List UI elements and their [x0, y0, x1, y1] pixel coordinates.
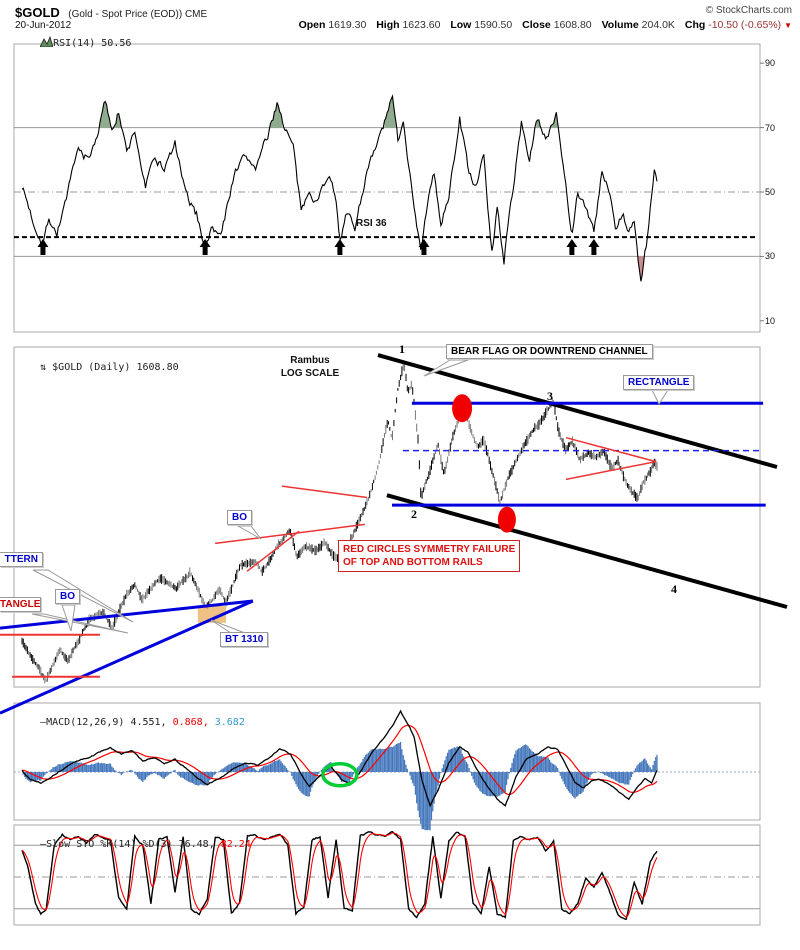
macd-value-2: 0.868,	[172, 717, 209, 728]
price-legend-label: $GOLD (Daily)	[52, 362, 131, 373]
low-value: 1590.50	[474, 19, 513, 31]
buy-signal-arrow-icon	[334, 239, 346, 255]
highlight-box	[197, 606, 227, 623]
quote-bar: Open 1619.30 High 1623.60 Low 1590.50 Cl…	[292, 19, 792, 31]
rsi-legend-value: 50.56	[101, 38, 132, 49]
rsi-panel	[13, 43, 761, 333]
updown-arrows-icon: ⇅	[40, 362, 47, 373]
macd-value-1: 4.551,	[130, 717, 167, 728]
volume-value: 204.0K	[641, 19, 675, 31]
trendline	[0, 599, 254, 715]
indicator-mountain-icon	[39, 35, 54, 48]
line-swatch-icon: —	[40, 717, 47, 728]
low-label: Low	[450, 19, 472, 31]
copyright: © StockCharts.com	[705, 5, 792, 16]
green-circle-annotation	[321, 761, 359, 788]
callout-bear-flag: BEAR FLAG OR DOWNTREND CHANNEL	[446, 344, 653, 359]
rsi-threshold-label: RSI 36	[356, 218, 387, 229]
y-axis-label: 30	[765, 251, 776, 262]
note-red-note: RED CIRCLES SYMMETRY FAILURE OF TOP AND B…	[338, 540, 521, 572]
buy-signal-arrow-icon	[566, 239, 578, 255]
price-legend-value: 1608.80	[136, 362, 179, 373]
price-legend: ⇅ $GOLD (Daily) 1608.80	[16, 351, 179, 384]
callout-rectangle-cut: TANGLE	[0, 597, 41, 612]
trendline	[565, 436, 657, 463]
callout-rectangle: RECTANGLE	[623, 375, 695, 390]
chg-down-triangle-icon: ▼	[784, 21, 792, 30]
y-axis-label: 90	[765, 58, 776, 69]
macd-legend: —MACD(12,26,9) 4.551, 0.868, 3.682	[16, 706, 245, 739]
trendline	[215, 523, 365, 545]
high-value: 1623.60	[402, 19, 441, 31]
callout-bo-2: BO	[227, 510, 252, 525]
trendline	[386, 493, 788, 609]
close-value: 1608.80	[553, 19, 592, 31]
macd-value-3: 3.682	[214, 717, 245, 728]
pivot-label-4: 4	[671, 582, 677, 596]
y-axis-label: 70	[765, 122, 776, 133]
pivot-label-1: 1	[399, 342, 405, 356]
macd-legend-label: MACD(12,26,9)	[46, 717, 125, 728]
y-axis-label: 50	[765, 187, 776, 197]
volume-label: Volume	[601, 19, 639, 31]
buy-signal-arrow-icon	[37, 239, 49, 255]
pivot-label-2: 2	[411, 507, 417, 521]
red-circle-annotation	[497, 506, 516, 533]
rsi-legend: RSI(14) 50.56	[16, 25, 131, 60]
symbol: $GOLD	[15, 5, 60, 20]
note-rambus: Rambus LOG SCALE	[280, 355, 340, 379]
open-label: Open	[298, 19, 326, 31]
sto-legend: —Slow STO %K(14) %D(3) 76.48, 82.24	[16, 828, 251, 861]
callout-bo-1: BO	[55, 589, 80, 604]
sto-value-1: 76.48,	[178, 839, 215, 850]
buy-signal-arrow-icon	[588, 239, 600, 255]
header: $GOLD (Gold - Spot Price (EOD)) CME	[15, 4, 207, 22]
trendline	[377, 353, 778, 469]
rsi-legend-label: RSI(14)	[53, 38, 96, 49]
macd-panel	[13, 702, 761, 821]
main-panel	[13, 346, 761, 688]
trendline	[565, 460, 657, 481]
sto-legend-label: Slow STO %K(14) %D(3)	[46, 839, 173, 850]
sto-panel	[13, 824, 761, 926]
buy-signal-arrow-icon	[199, 239, 211, 255]
quote-date: 20-Jun-2012	[15, 20, 72, 31]
sto-value-2: 82.24	[220, 839, 251, 850]
trendline	[246, 530, 300, 572]
chg-label: Chg	[684, 19, 706, 31]
high-label: High	[376, 19, 400, 31]
callout-bt-1310: BT 1310	[220, 632, 269, 647]
buy-signal-arrow-icon	[418, 239, 430, 255]
symbol-description: (Gold - Spot Price (EOD)) CME	[68, 9, 208, 20]
y-axis-label: 10	[765, 315, 776, 326]
open-value: 1619.30	[328, 19, 367, 31]
red-circle-annotation	[452, 394, 473, 423]
callout-pattern-cut: TTERN	[0, 552, 43, 567]
close-label: Close	[522, 19, 551, 31]
line-swatch-icon: —	[40, 839, 47, 850]
trendline	[0, 599, 254, 630]
chg-value: -10.50 (-0.65%)	[708, 19, 782, 31]
pivot-label-3: 3	[547, 389, 553, 403]
trendline	[281, 485, 368, 499]
